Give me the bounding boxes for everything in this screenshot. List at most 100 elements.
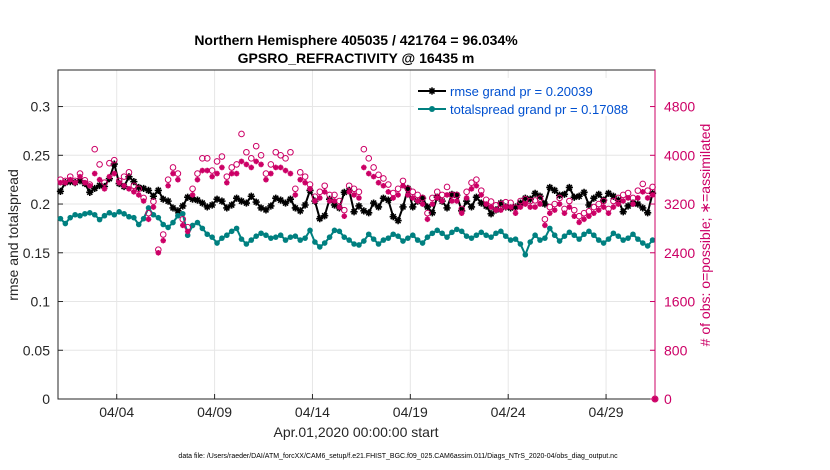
data-point bbox=[512, 236, 519, 242]
data-point bbox=[258, 161, 264, 168]
data-point bbox=[218, 197, 226, 205]
right-tick-label: 4800 bbox=[664, 99, 695, 115]
data-point bbox=[243, 148, 250, 156]
data-point bbox=[502, 233, 509, 240]
data-point bbox=[556, 201, 563, 207]
right-tick-label: 1600 bbox=[664, 294, 695, 310]
data-point bbox=[468, 235, 475, 241]
data-point bbox=[326, 191, 333, 199]
data-point bbox=[639, 240, 646, 246]
data-point bbox=[546, 203, 554, 211]
data-point bbox=[101, 186, 108, 192]
data-point bbox=[321, 240, 328, 246]
data-point bbox=[164, 176, 172, 183]
data-point bbox=[487, 210, 495, 218]
data-point bbox=[110, 156, 118, 164]
data-point bbox=[537, 237, 543, 243]
data-point bbox=[360, 145, 368, 153]
data-point bbox=[82, 210, 88, 217]
data-point bbox=[566, 197, 573, 205]
data-point bbox=[316, 215, 324, 223]
data-point bbox=[531, 189, 539, 197]
data-point bbox=[424, 209, 431, 217]
data-point bbox=[384, 196, 392, 204]
data-point bbox=[458, 210, 465, 216]
data-point bbox=[591, 232, 597, 239]
data-point bbox=[346, 189, 352, 195]
data-point bbox=[312, 198, 318, 204]
data-point bbox=[409, 203, 417, 211]
data-point bbox=[326, 198, 333, 204]
data-point bbox=[433, 188, 441, 196]
data-point bbox=[302, 235, 308, 241]
data-point bbox=[389, 213, 397, 221]
data-point bbox=[600, 204, 607, 210]
data-point bbox=[434, 195, 441, 201]
data-point bbox=[272, 194, 280, 202]
data-point bbox=[106, 210, 113, 216]
data-point bbox=[400, 182, 406, 189]
data-point bbox=[248, 237, 255, 243]
data-point bbox=[262, 206, 270, 214]
data-point bbox=[341, 213, 348, 220]
data-point bbox=[57, 179, 64, 186]
data-point bbox=[292, 233, 299, 240]
data-point bbox=[111, 170, 118, 177]
data-point bbox=[361, 238, 367, 244]
data-point bbox=[149, 192, 158, 200]
data-point bbox=[340, 206, 348, 214]
data-point bbox=[150, 204, 157, 210]
data-point bbox=[164, 197, 172, 205]
data-point bbox=[605, 236, 612, 242]
data-point bbox=[154, 186, 162, 194]
data-point bbox=[443, 183, 451, 191]
data-point bbox=[556, 194, 563, 202]
data-point bbox=[145, 216, 152, 223]
data-point bbox=[175, 176, 181, 183]
data-point bbox=[370, 199, 378, 207]
data-point bbox=[140, 198, 147, 204]
data-point bbox=[135, 221, 142, 228]
data-point bbox=[224, 232, 230, 239]
data-point bbox=[438, 191, 446, 199]
data-point bbox=[477, 199, 485, 207]
data-point bbox=[258, 230, 264, 237]
data-point bbox=[512, 210, 519, 216]
series-layer bbox=[56, 130, 659, 403]
data-point bbox=[644, 187, 651, 194]
data-point bbox=[237, 197, 246, 205]
data-point bbox=[72, 211, 78, 218]
data-point bbox=[145, 205, 152, 211]
data-point bbox=[350, 185, 358, 193]
data-point bbox=[287, 170, 294, 177]
data-point bbox=[214, 240, 220, 246]
data-point bbox=[419, 201, 426, 207]
data-point bbox=[321, 189, 328, 195]
data-point bbox=[130, 178, 138, 186]
data-point bbox=[57, 215, 64, 222]
data-point bbox=[561, 210, 568, 216]
data-point bbox=[619, 208, 627, 216]
data-point bbox=[546, 225, 553, 232]
right-tick-label: 0 bbox=[664, 391, 672, 407]
data-point bbox=[507, 204, 514, 210]
data-point bbox=[576, 219, 582, 226]
data-point bbox=[331, 198, 338, 204]
data-point bbox=[399, 177, 407, 185]
data-point bbox=[62, 179, 69, 186]
data-point bbox=[390, 231, 397, 238]
data-point bbox=[526, 197, 534, 205]
data-point bbox=[277, 196, 285, 204]
data-point bbox=[639, 180, 647, 188]
data-point bbox=[77, 173, 83, 180]
data-point bbox=[174, 170, 182, 177]
data-point bbox=[297, 176, 304, 183]
data-point bbox=[604, 189, 613, 197]
data-point bbox=[277, 164, 284, 171]
data-point bbox=[316, 195, 323, 201]
data-point bbox=[570, 206, 578, 214]
data-point bbox=[516, 199, 525, 207]
data-point bbox=[199, 167, 206, 174]
data-point bbox=[140, 184, 148, 193]
data-point bbox=[282, 237, 289, 243]
